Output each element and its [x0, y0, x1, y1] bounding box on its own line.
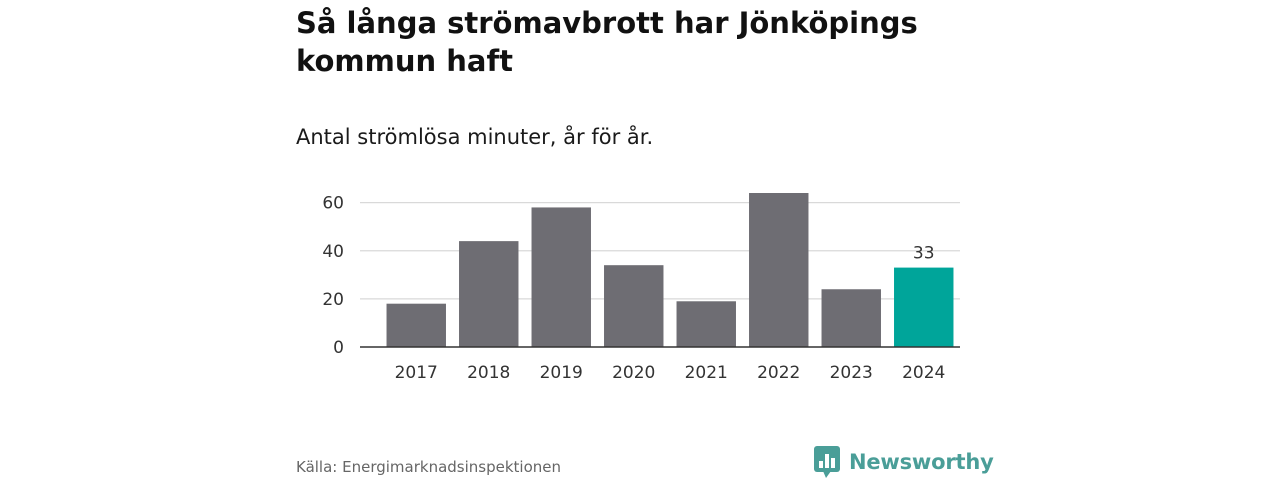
x-tick-label: 2019 — [540, 363, 583, 383]
y-tick-label: 0 — [333, 338, 344, 358]
bar-2020 — [604, 265, 664, 347]
newsworthy-logo: Newsworthy — [813, 445, 994, 479]
x-tick-label: 2024 — [902, 363, 945, 383]
x-tick-label: 2020 — [612, 363, 655, 383]
bar-2021 — [676, 301, 736, 347]
bar-2017 — [386, 303, 446, 347]
x-tick-label: 2021 — [685, 363, 728, 383]
bar-chart: 0 20 40 60 2017 2018 2019 2020 2021 2022 2023 2024 3… — [322, 193, 960, 383]
x-tick-label: 2022 — [757, 363, 800, 383]
brand-name: Newsworthy — [849, 450, 994, 474]
y-tick-label: 60 — [322, 194, 344, 214]
bar-2019 — [531, 207, 591, 347]
y-tick-label: 40 — [322, 242, 344, 262]
source-note: Källa: Energimarknadsinspektionen — [296, 458, 562, 476]
bar-2018 — [459, 241, 519, 347]
x-tick-label: 2023 — [830, 363, 873, 383]
bar-2022 — [749, 193, 809, 347]
bar-2023 — [821, 289, 881, 347]
chart-subtitle: Antal strömlösa minuter, år för år. — [296, 125, 654, 149]
bar-2024 — [894, 267, 954, 347]
data-label: 33 — [913, 244, 935, 264]
chart-title: Så långa strömavbrott har Jönköpings kom… — [296, 6, 918, 78]
x-tick-label: 2017 — [395, 363, 438, 383]
newsworthy-logo-icon — [814, 446, 840, 478]
y-tick-label: 20 — [322, 290, 344, 310]
x-tick-label: 2018 — [467, 363, 510, 383]
